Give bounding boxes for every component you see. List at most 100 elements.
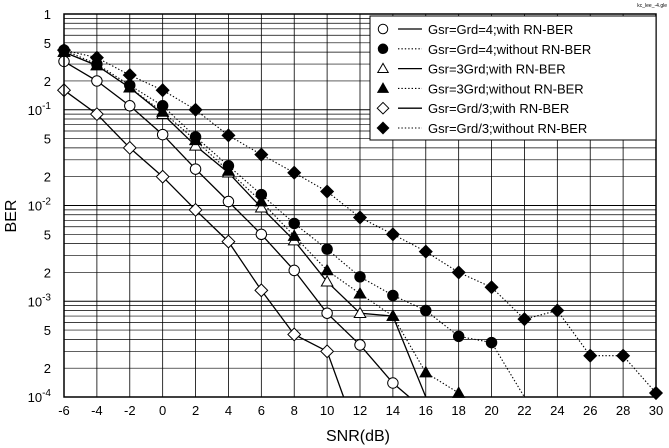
data-point [352,210,368,225]
data-point [122,68,137,83]
y-axis-label: BER [3,200,20,233]
y-tick-label: 10-3 [28,292,52,309]
data-point [91,75,103,87]
data-point [188,102,203,117]
data-point [452,386,466,398]
legend-label: Gsr=Grd/3;with RN-BER [428,101,569,116]
data-point [420,304,432,317]
data-point [189,163,202,175]
data-point [89,50,104,65]
x-tick-label: 12 [353,403,367,418]
x-tick-label: 10 [320,403,334,418]
x-tick-label: 0 [159,403,166,418]
data-point [155,169,170,184]
data-point [254,194,268,207]
legend-label: Gsr=Grd=4;with RN-BER [428,22,573,37]
series-5 [56,83,345,398]
y-tick-label: 10-4 [28,388,52,405]
data-point [354,339,366,351]
data-point [320,263,334,276]
x-tick-label: 18 [451,403,465,418]
data-point [221,234,236,249]
data-point [451,265,466,280]
data-point [288,264,300,277]
data-point [222,195,235,208]
data-point [123,80,137,93]
data-point [385,227,400,242]
data-point [155,83,170,98]
legend-marker [377,43,389,55]
y-tick-label: 2 [44,170,51,185]
data-point [288,217,300,230]
x-tick-label: 16 [419,403,433,418]
y-tick-label: 5 [44,323,51,338]
data-point [287,229,301,241]
data-point [387,377,399,389]
figure-tag: kc_lee_-4.gle [637,3,667,9]
series-line [63,89,345,398]
data-point [353,306,367,319]
legend-label: Gsr=3Grd;with RN-BER [428,62,566,77]
data-point [221,128,236,143]
data-point [254,283,269,298]
y-tick-label: 2 [44,361,51,376]
legend-item: Gsr=Grd/3;with RN-BER [376,101,569,116]
data-point [188,133,203,146]
data-point [221,164,236,176]
data-point [188,202,203,217]
plot-series [56,43,664,401]
y-tick-label: 5 [44,36,51,51]
legend-item: Gsr=3Grd;with RN-BER [376,62,566,77]
data-point [321,307,333,319]
data-point [124,100,136,112]
x-tick-label: -6 [58,403,70,418]
legend-marker [376,101,390,115]
x-tick-label: 24 [550,403,564,418]
x-tick-label: 6 [258,403,265,418]
series-4 [57,45,466,398]
x-tick-label: 28 [616,403,630,418]
legend: Gsr=Grd=4;with RN-BER Gsr=Grd=4;without R… [369,15,657,141]
y-tick-label: 10-1 [28,101,52,118]
data-point [287,165,302,180]
data-point [616,348,631,363]
legend-label: Gsr=3Grd;without RN-BER [428,81,584,96]
data-point [517,312,532,327]
data-point [354,271,366,283]
legend-item: Gsr=Grd=4;with RN-BER [377,22,573,37]
data-point [122,140,137,155]
y-tick-label: 5 [44,132,51,147]
data-point [353,286,367,299]
data-point [386,309,400,321]
data-point [419,365,433,378]
x-tick-label: 30 [649,403,663,418]
x-tick-label: 26 [583,403,597,418]
x-tick-label: 8 [291,403,298,418]
legend-marker [376,62,390,74]
data-point [387,289,399,302]
data-point [321,243,333,255]
y-tick-label: 10-2 [28,197,52,214]
data-point [156,128,169,141]
data-point [156,105,170,117]
x-tick-label: 14 [386,403,400,418]
legend-item: Gsr=3Grd;without RN-BER [376,81,584,96]
data-point [550,303,565,318]
data-point [254,147,269,162]
data-point [484,280,499,295]
series-line [63,60,410,398]
legend-box [369,15,657,141]
legend-marker [376,82,390,93]
legend-label: Gsr=Grd=4;without RN-BER [428,42,591,57]
x-tick-label: 4 [225,403,232,418]
data-point [255,228,268,241]
x-tick-label: 2 [192,403,199,418]
legend-item: Gsr=Grd=4;without RN-BER [377,42,591,57]
x-axis-label: SNR(dB) [326,428,390,445]
x-tick-label: -4 [91,403,103,418]
data-point [452,330,465,343]
x-tick-label: -2 [124,403,136,418]
legend-label: Gsr=Grd/3;without RN-BER [428,121,587,136]
x-tick-label: 22 [517,403,531,418]
legend-item: Gsr=Grd/3;without RN-BER [376,121,587,136]
